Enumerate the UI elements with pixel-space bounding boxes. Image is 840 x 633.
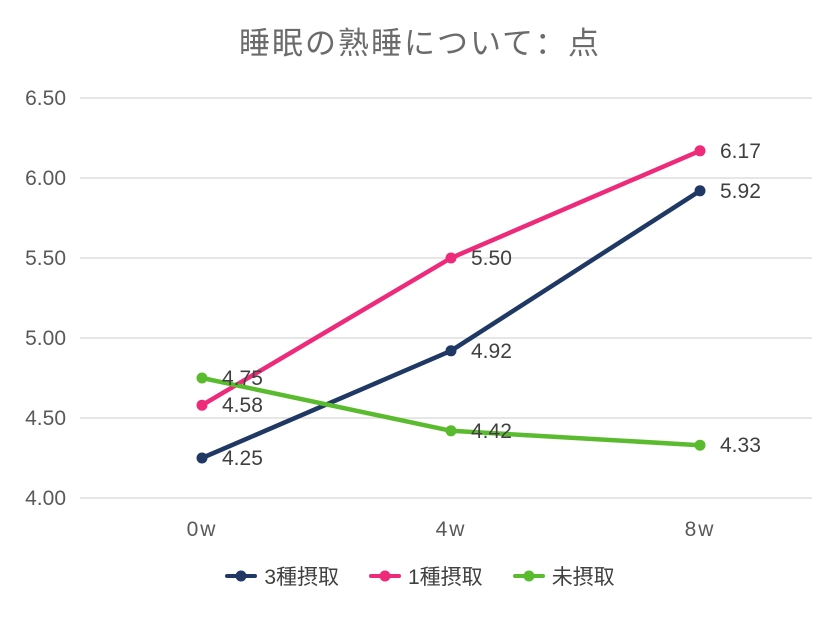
chart-legend: 3種摂取 1種摂取 未摂取 [0,561,840,591]
data-point [694,439,706,451]
legend-label: 未摂取 [551,566,615,589]
legend-dot-icon [379,570,391,582]
series-line [199,148,703,408]
data-label: 4.58 [222,394,263,417]
data-label: 4.33 [720,434,761,457]
legend-dot-icon [235,570,247,582]
legend-item-series-2: 1種摂取 [369,561,483,591]
y-tick-label: 4.50 [25,407,66,430]
data-point [196,399,208,411]
y-tick-label: 6.00 [25,167,66,190]
data-point [694,145,706,157]
y-tick-label: 4.00 [25,487,66,510]
data-label: 4.92 [471,340,512,363]
data-label: 4.25 [222,447,263,470]
data-label: 4.42 [471,420,512,443]
legend-label: 3種摂取 [264,566,339,589]
data-point [445,425,457,437]
x-tick-label: 0w [187,518,218,541]
legend-item-series-1: 3種摂取 [225,561,339,591]
x-tick-label: 8w [685,518,716,541]
chart-title: 睡眠の熟睡について：点 [238,26,602,61]
chart-svg: 4.00 4.50 5.00 5.50 6.00 6.50 0w 4w 8w 4.25 4.92 5.… [25,87,812,541]
x-tick-label: 4w [436,518,467,541]
data-label: 5.92 [720,180,761,203]
data-point [445,252,457,264]
legend-marker-line-dot-icon [369,570,401,582]
legend-marker-line-dot-icon [225,570,258,582]
data-point [196,372,208,384]
y-tick-label: 5.50 [25,247,66,270]
legend-dot-icon [523,570,535,582]
data-point [694,185,706,197]
data-label: 5.50 [471,247,512,270]
y-tick-label: 6.50 [25,87,66,110]
data-point [445,345,457,357]
legend-item-series-3: 未摂取 [512,561,615,591]
data-label: 6.17 [720,140,761,163]
data-label: 4.75 [222,367,263,390]
data-point [196,452,208,464]
legend-label: 1種摂取 [408,566,483,589]
y-tick-label: 5.00 [25,327,66,350]
legend-marker-line-dot-icon [512,570,545,582]
